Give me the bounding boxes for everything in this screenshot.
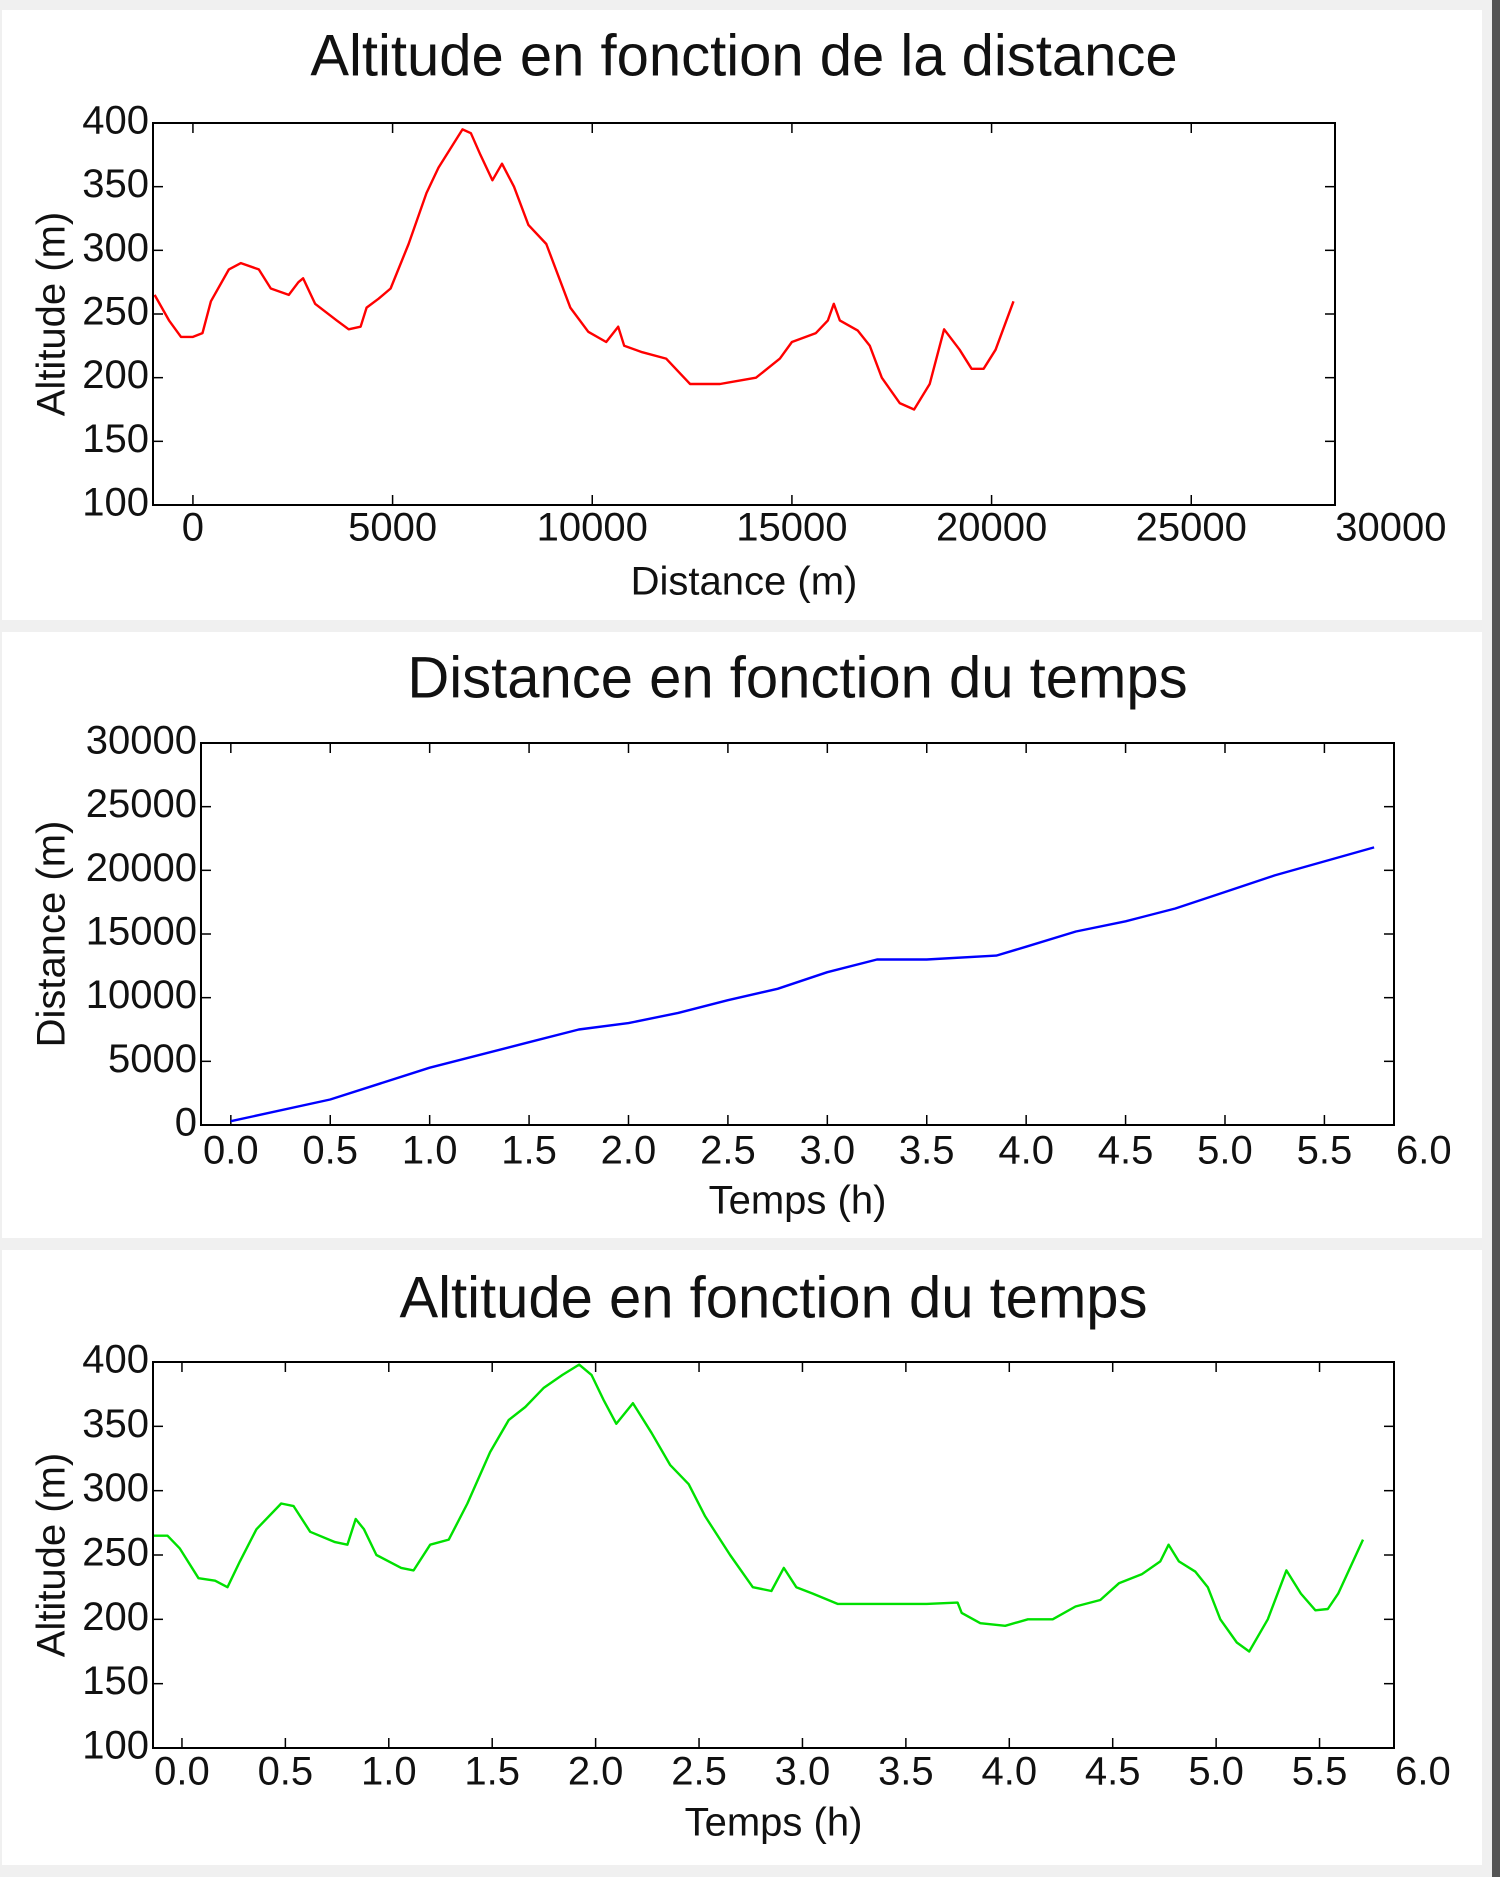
x-tick-label: 30000 [1335,506,1446,550]
x-tick-label: 0.5 [302,1129,358,1173]
y-tick-label: 350 [82,162,149,206]
x-tick-label: 1.5 [464,1750,520,1794]
x-tick-label: 0.0 [154,1750,210,1794]
y-tick-label: 250 [82,290,149,334]
x-tick-label: 4.5 [1098,1129,1154,1173]
x-axis-label: Temps (h) [685,1801,863,1845]
y-tick-label: 300 [82,1466,149,1510]
data-line [153,1363,1365,1653]
chart-title: Distance en fonction du temps [407,645,1187,710]
x-tick-label: 6.0 [1396,1129,1452,1173]
x-tick-label: 2.0 [601,1129,657,1173]
x-tick-label: 1.0 [361,1750,417,1794]
y-tick-label: 350 [82,1402,149,1446]
x-tick-label: 4.0 [998,1129,1054,1173]
x-tick-label: 0.5 [258,1750,314,1794]
plot-area [153,1362,1394,1748]
x-tick-label: 20000 [936,506,1047,550]
x-tick-label: 10000 [537,506,648,550]
y-tick-label: 100 [82,1724,149,1768]
x-tick-label: 5.0 [1188,1750,1244,1794]
y-tick-label: 150 [82,1659,149,1703]
chart-title: Altitude en fonction du temps [399,1265,1147,1330]
x-tick-label: 5.0 [1197,1129,1253,1173]
y-tick-label: 400 [82,1338,149,1382]
plot-frame [152,1361,1395,1749]
x-tick-label: 1.0 [402,1129,458,1173]
y-tick-label: 5000 [108,1037,197,1081]
y-tick-label: 15000 [86,910,197,954]
y-tick-label: 400 [82,99,149,143]
x-tick-label: 3.5 [878,1750,934,1794]
x-tick-label: 3.0 [800,1129,856,1173]
y-axis-label: Altitude (m) [30,1453,74,1658]
y-tick-label: 200 [82,1595,149,1639]
y-tick-label: 0 [175,1101,197,1145]
x-tick-label: 4.5 [1085,1750,1141,1794]
x-tick-label: 2.0 [568,1750,624,1794]
y-tick-label: 300 [82,226,149,270]
y-tick-label: 250 [82,1531,149,1575]
x-tick-label: 5000 [348,506,437,550]
y-tick-label: 150 [82,417,149,461]
x-tick-label: 0.0 [203,1129,259,1173]
plot-area [201,743,1394,1125]
chart-title: Altitude en fonction de la distance [310,23,1177,88]
x-tick-label: 2.5 [671,1750,727,1794]
x-tick-label: 5.5 [1297,1129,1353,1173]
x-tick-label: 5.5 [1292,1750,1348,1794]
y-tick-label: 100 [82,481,149,525]
x-tick-label: 3.0 [775,1750,831,1794]
x-tick-label: 15000 [736,506,847,550]
data-line [153,128,1015,411]
x-axis-label: Temps (h) [709,1179,887,1223]
y-tick-label: 25000 [86,782,197,826]
y-tick-label: 10000 [86,973,197,1017]
x-tick-label: 0 [182,506,204,550]
data-line [230,846,1375,1123]
plot-frame [152,122,1336,506]
y-tick-label: 30000 [86,719,197,763]
x-tick-label: 1.5 [501,1129,557,1173]
plot-area [153,123,1335,505]
scrollbar-edge [1492,0,1500,1877]
y-axis-label: Altitude (m) [30,212,74,417]
x-axis-label: Distance (m) [631,560,858,604]
plot-frame [200,742,1395,1126]
y-axis-label: Distance (m) [30,821,74,1048]
y-tick-label: 200 [82,353,149,397]
x-tick-label: 3.5 [899,1129,955,1173]
x-tick-label: 2.5 [700,1129,756,1173]
x-tick-label: 6.0 [1395,1750,1451,1794]
y-tick-label: 20000 [86,846,197,890]
x-tick-label: 25000 [1136,506,1247,550]
x-tick-label: 4.0 [981,1750,1037,1794]
